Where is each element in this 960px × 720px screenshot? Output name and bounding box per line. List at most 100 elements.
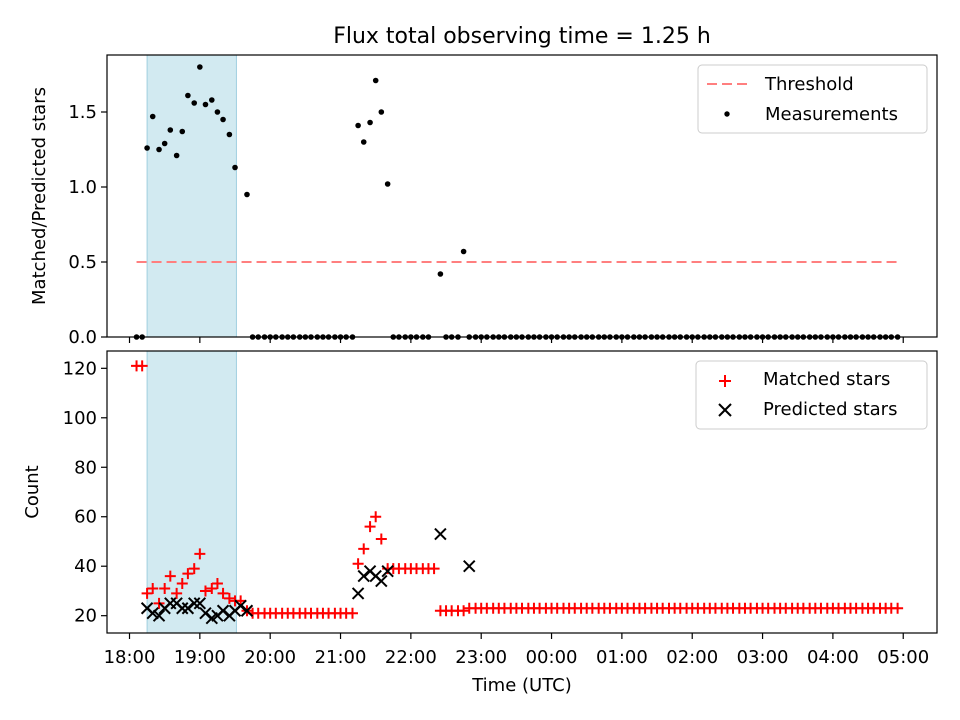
matched-point: [206, 582, 218, 594]
measurement-point: [209, 97, 215, 103]
predicted-points: [140, 527, 476, 625]
measurement-point: [197, 64, 203, 70]
predicted-point: [240, 604, 254, 617]
matched-point: [458, 605, 470, 617]
y-tick-label: 100: [63, 408, 97, 429]
matched-point: [141, 587, 153, 599]
count-panel: 20 40 60 80 100 120 18:00 19:00 20:00 21:00 22:00…: [22, 350, 938, 696]
measurement-point: [226, 131, 233, 138]
x-tick-label: 22:00: [385, 647, 437, 668]
matched-point: [182, 568, 194, 580]
matched-point: [428, 563, 440, 575]
legend-matched-label: Matched stars: [763, 369, 890, 390]
measurement-point: [185, 92, 191, 99]
matched-point: [370, 511, 382, 523]
y-tick-label: 0.5: [68, 252, 97, 273]
x-tick-label: 23:00: [455, 647, 507, 668]
count-legend-box: [695, 360, 928, 430]
matched-point: [188, 563, 200, 575]
legend-predicted-swatch: [718, 403, 732, 417]
measurement-point: [460, 248, 467, 255]
legend-threshold-label: Threshold: [764, 74, 854, 95]
predicted-point: [146, 607, 159, 620]
x-tick-label: 03:00: [737, 647, 789, 668]
ratio-highlight-band: [146, 54, 237, 338]
measurement-point: [244, 191, 250, 198]
legend-measurement-swatch: [724, 111, 730, 117]
x-tick-label: 01:00: [596, 647, 648, 668]
x-tick-label: 20:00: [244, 647, 296, 668]
predicted-point: [381, 564, 394, 578]
x-tick-label: 21:00: [315, 647, 367, 668]
ratio-legend: Threshold Measurements: [697, 64, 928, 134]
measurement-point: [144, 145, 150, 151]
matched-point: [352, 558, 364, 570]
x-tick-label: 04:00: [807, 647, 859, 668]
predicted-point: [152, 609, 166, 622]
measurement-point: [232, 164, 238, 171]
ratio-y-label: Matched/Predicted stars: [29, 87, 50, 305]
count-y-ticks: 20 40 60 80 100 120: [63, 358, 107, 627]
predicted-point: [188, 597, 201, 610]
count-highlight-band: [146, 350, 237, 634]
matched-point: [136, 360, 148, 372]
ratio-axes-frame: [106, 54, 938, 338]
count-legend: Matched stars Predicted stars: [695, 360, 928, 430]
matched-point: [358, 543, 370, 555]
measurement-point: [156, 146, 162, 153]
measurement-point: [214, 109, 221, 115]
predicted-point: [351, 587, 365, 600]
matched-points: [131, 360, 904, 619]
measurement-point: [378, 109, 385, 115]
matched-point: [223, 592, 235, 604]
predicted-point: [375, 574, 388, 588]
matched-point: [892, 602, 904, 614]
predicted-point: [193, 597, 207, 610]
y-tick-label: 60: [74, 507, 97, 528]
matched-point: [199, 585, 211, 597]
measurement-point: [384, 181, 391, 187]
y-tick-label: 1.0: [68, 177, 97, 198]
measurement-point: [367, 119, 373, 126]
matched-point: [159, 582, 171, 594]
y-tick-label: 20: [74, 606, 97, 627]
measurement-point: [372, 77, 379, 84]
y-tick-label: 0.0: [68, 327, 97, 348]
matched-point: [211, 578, 223, 590]
measurement-point: [179, 128, 186, 135]
ratio-y-ticks: 0.0 0.5 1.0 1.5: [68, 102, 107, 348]
count-x-ticks: 18:00 19:00 20:00 21:00 22:00 23:00 00:00 01:00…: [104, 633, 929, 668]
measurement-point: [167, 127, 174, 133]
y-tick-label: 1.5: [68, 102, 97, 123]
matched-point: [147, 582, 159, 594]
count-axes-frame: [106, 350, 938, 634]
measurement-point: [360, 139, 367, 145]
predicted-point: [434, 527, 447, 541]
y-tick-label: 120: [63, 358, 97, 379]
matched-point: [217, 587, 229, 599]
x-tick-label: 00:00: [526, 647, 578, 668]
measurement-point: [149, 113, 156, 120]
x-tick-label: 18:00: [104, 647, 156, 668]
matched-point: [164, 570, 176, 582]
legend-matched-swatch: [719, 375, 731, 387]
predicted-point: [463, 560, 476, 573]
predicted-point: [176, 602, 189, 615]
measurement-point: [202, 101, 209, 108]
measurement-point: [220, 116, 226, 123]
matched-point: [364, 521, 376, 533]
ratio-legend-box: [697, 64, 928, 134]
x-tick-label: 05:00: [877, 647, 929, 668]
count-y-label: Count: [22, 465, 43, 518]
measurement-point: [355, 122, 361, 129]
x-tick-label: 02:00: [666, 647, 718, 668]
legend-predicted-label: Predicted stars: [763, 399, 897, 420]
x-tick-label: 19:00: [174, 647, 226, 668]
measurement-point: [173, 152, 180, 159]
y-tick-label: 40: [74, 556, 97, 577]
matched-point: [176, 578, 188, 590]
x-axis-label: Time (UTC): [471, 675, 572, 696]
matched-point: [346, 607, 358, 619]
measurement-point: [161, 140, 168, 147]
